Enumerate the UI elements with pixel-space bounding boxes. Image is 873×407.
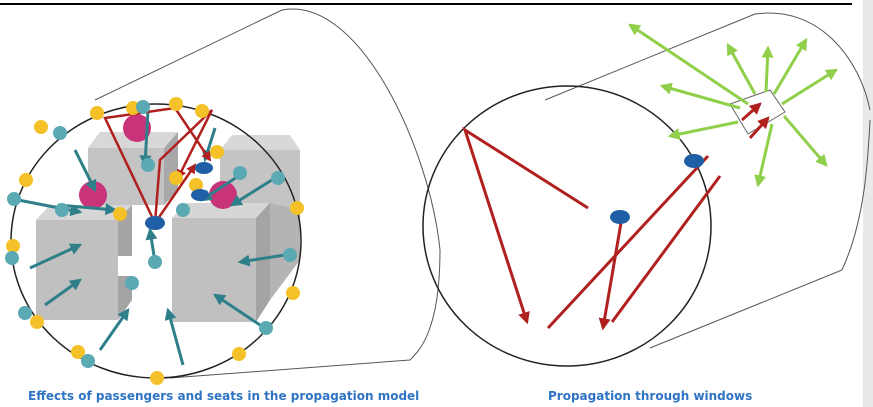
transmitter-icon [191,189,209,201]
yellow-scatterer-group [6,97,304,385]
seat-group [36,132,300,322]
left-fuselage-cylinder [94,8,441,379]
transmitter-icon [610,210,630,224]
right-red-ray-group [462,102,770,331]
transmitter-icon [145,216,165,230]
green-ray-group [628,23,839,188]
right-fuselage-cylinder [544,12,871,349]
right-transmitter-group [610,154,704,224]
teal-scatterer-group [5,100,297,368]
left-caption: Effects of passengers and seats in the p… [28,389,420,403]
right-caption: Propagation through windows [548,389,753,403]
transmitter-icon [195,162,213,174]
right-cross-section [422,85,712,367]
transmitter-icon [684,154,704,168]
passenger-icon [123,114,151,142]
right-margin-strip [863,0,873,407]
left-transmitter-group [145,162,213,230]
